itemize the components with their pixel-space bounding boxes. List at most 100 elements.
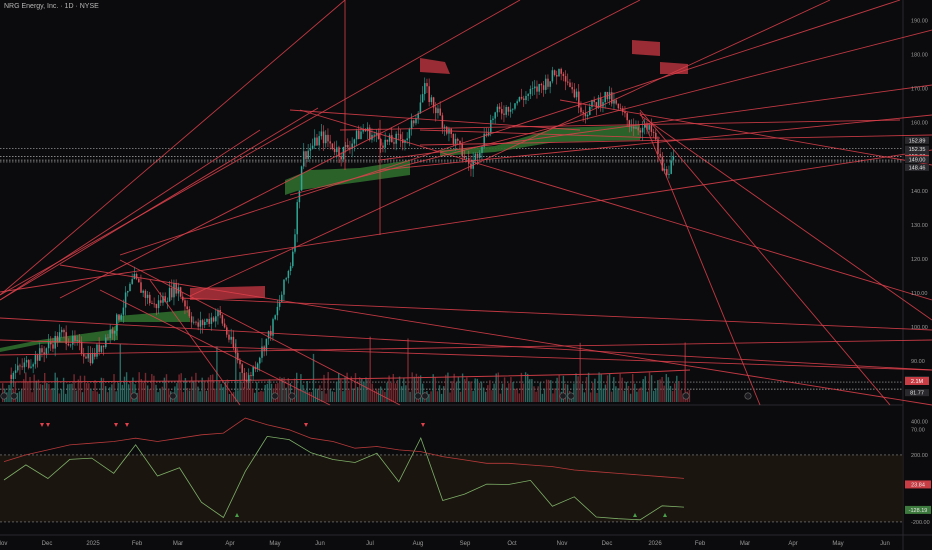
volume-bar <box>632 374 634 402</box>
volume-bar <box>476 378 478 402</box>
volume-bar <box>600 374 602 402</box>
buy-marker-1 <box>633 513 637 517</box>
volume-bar <box>31 392 33 402</box>
candle-body <box>457 138 459 141</box>
volume-bar <box>611 391 613 402</box>
x-label-2025: 2025 <box>86 541 100 547</box>
candle-body <box>360 131 362 140</box>
volume-bar <box>25 372 27 402</box>
candle-body <box>672 156 675 161</box>
candle-body <box>118 314 120 320</box>
volume-bar <box>356 387 359 402</box>
volume-bar <box>352 388 355 402</box>
volume-bar <box>451 381 453 402</box>
volume-bar <box>254 392 256 402</box>
candle-body <box>661 157 664 171</box>
candle-body <box>259 357 261 364</box>
candle-body <box>648 125 650 130</box>
candle-body <box>666 169 668 175</box>
candle-body <box>267 330 270 339</box>
volume-bar <box>340 379 342 402</box>
volume-bar <box>165 374 168 402</box>
volume-bar <box>573 383 575 402</box>
event-marker-11 <box>744 392 752 400</box>
volume-bar <box>350 376 352 402</box>
volume-bar <box>646 391 649 402</box>
candle-body <box>329 141 331 144</box>
volume-bar <box>472 390 474 402</box>
volume-bar <box>37 379 40 402</box>
candle-body <box>419 102 422 114</box>
candle-body <box>34 355 37 365</box>
candle-body <box>100 345 103 352</box>
candle-body <box>430 97 433 103</box>
volume-bar <box>245 380 247 402</box>
candle-body <box>670 160 672 174</box>
volume-bar <box>62 377 65 402</box>
candle-body <box>322 131 325 144</box>
candle-body <box>472 160 474 169</box>
candle-body <box>553 70 556 76</box>
volume-bar <box>39 384 42 402</box>
candle-body <box>492 118 494 121</box>
volume-bar <box>23 379 25 402</box>
candle-body <box>571 87 573 90</box>
volume-bar <box>363 381 365 402</box>
sell-marker-3 <box>125 423 129 427</box>
candle-body <box>320 131 323 137</box>
volume-bar <box>470 381 472 402</box>
support-band-2 <box>285 160 410 195</box>
candle-body <box>503 113 505 115</box>
candle-body <box>600 97 602 107</box>
volume-bar <box>285 387 287 402</box>
volume-bar <box>669 385 672 402</box>
x-label-jul: Jul <box>366 541 374 547</box>
volume-bar <box>432 374 434 402</box>
volume-bar <box>510 377 512 402</box>
candle-body <box>595 102 598 108</box>
candle-body <box>54 335 56 349</box>
candle-body <box>135 274 138 279</box>
volume-bar <box>182 392 184 402</box>
volume-bar <box>146 385 149 402</box>
candle-body <box>256 363 259 370</box>
price-tick: 170.00 <box>911 87 928 93</box>
volume-bar <box>140 379 142 402</box>
volume-bar <box>90 388 92 402</box>
volume-bar <box>277 383 279 402</box>
trend-line-2 <box>0 0 521 296</box>
volume-bar <box>157 392 159 402</box>
volume-bar <box>671 391 674 402</box>
volume-bar <box>659 379 661 402</box>
volume-bar <box>625 381 628 402</box>
volume-bar <box>430 391 432 402</box>
volume-bar <box>516 388 518 402</box>
volume-bar <box>268 379 271 402</box>
price-tick: 90.00 <box>911 359 925 365</box>
volume-bar <box>256 382 258 402</box>
candle-body <box>637 127 639 131</box>
osc-tick: -200.00 <box>911 520 930 526</box>
volume-bar <box>461 373 464 402</box>
volume-bar <box>390 382 392 402</box>
candle-body <box>547 78 549 87</box>
candle-body <box>239 360 241 365</box>
candle-body <box>96 344 98 357</box>
volume-bar <box>388 375 390 402</box>
volume-bar <box>102 378 105 402</box>
volume-bar <box>79 375 82 402</box>
candle-body <box>413 120 415 124</box>
candle-body <box>250 375 252 377</box>
volume-bar <box>212 374 214 402</box>
candle-body <box>23 362 26 368</box>
candle-body <box>556 75 558 77</box>
volume-bar <box>587 372 590 402</box>
candle-body <box>69 344 72 346</box>
volume-bar <box>533 386 535 402</box>
candle-body <box>21 366 23 368</box>
volume-bar <box>394 383 397 402</box>
candle-body <box>217 309 219 317</box>
candle-body <box>362 129 364 132</box>
price-label-bg <box>905 145 929 153</box>
